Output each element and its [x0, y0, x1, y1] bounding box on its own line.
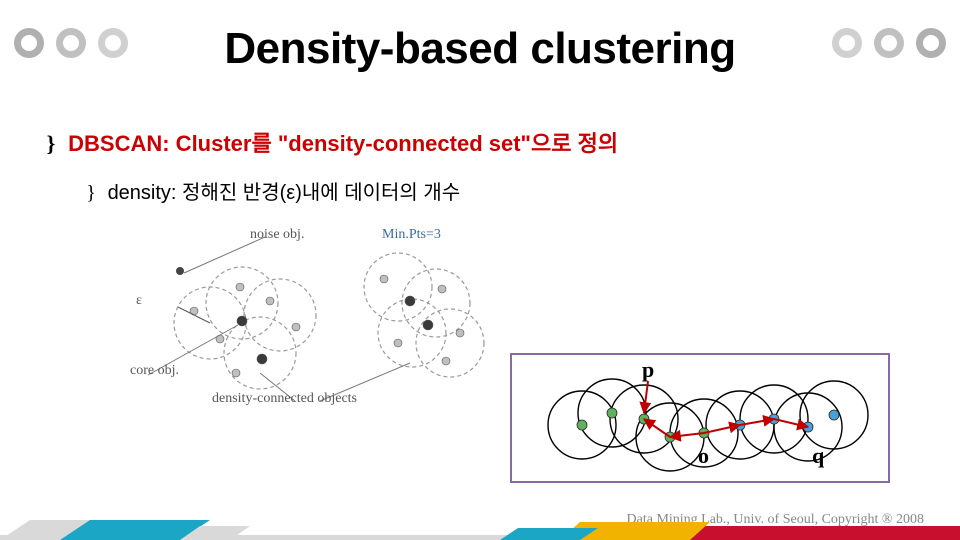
decoration-ring	[916, 28, 946, 58]
b1-text-post: 으로 정의	[531, 131, 618, 156]
decoration-ring	[14, 28, 44, 58]
b1-text-pre: DBSCAN: Cluster를	[68, 131, 278, 156]
label-epsilon: ε	[136, 293, 142, 309]
bullet-level-2: } density: 정해진 반경(ε)내에 데이터의 개수	[80, 176, 920, 205]
label-noise-obj: noise obj.	[250, 227, 304, 243]
bullet-marker: }	[40, 131, 62, 157]
b2-text-post: )내에 데이터의 개수	[295, 182, 460, 204]
svg-text:p: p	[642, 357, 654, 382]
label-min-pts: Min.Pts=3	[382, 227, 441, 243]
bullet-level-1: } DBSCAN: Cluster를 "density-connected se…	[40, 126, 920, 158]
decoration-ring	[832, 28, 862, 58]
figures-area: noise obj. ε core obj. density-connected…	[130, 233, 950, 493]
slide-title: Density-based clustering	[224, 24, 735, 74]
decoration-ring	[98, 28, 128, 58]
slide-header: Density-based clustering	[0, 0, 960, 84]
b1-quote-open: "	[278, 131, 288, 156]
figure-reachability: p o q	[510, 353, 890, 483]
svg-text:q: q	[812, 443, 825, 468]
b2-text-pre: density: 정해진 반경(	[108, 182, 287, 204]
footer-decoration	[0, 512, 960, 540]
slide-body: } DBSCAN: Cluster를 "density-connected se…	[0, 84, 960, 493]
footer-bar	[0, 512, 960, 540]
label-density-connected-objects: density-connected objects	[212, 391, 357, 407]
bullet-marker: }	[80, 182, 102, 205]
b1-quote-close: "	[521, 131, 531, 156]
header-rings-right	[832, 28, 946, 58]
label-core-obj: core obj.	[130, 363, 179, 379]
b1-text-mid: density-connected set	[288, 131, 520, 156]
decoration-ring	[874, 28, 904, 58]
svg-text:o: o	[698, 443, 709, 468]
header-rings-left	[14, 28, 128, 58]
b2-epsilon: ε	[286, 182, 295, 204]
decoration-ring	[56, 28, 86, 58]
figure-reachability-svg: p o q	[512, 355, 888, 481]
